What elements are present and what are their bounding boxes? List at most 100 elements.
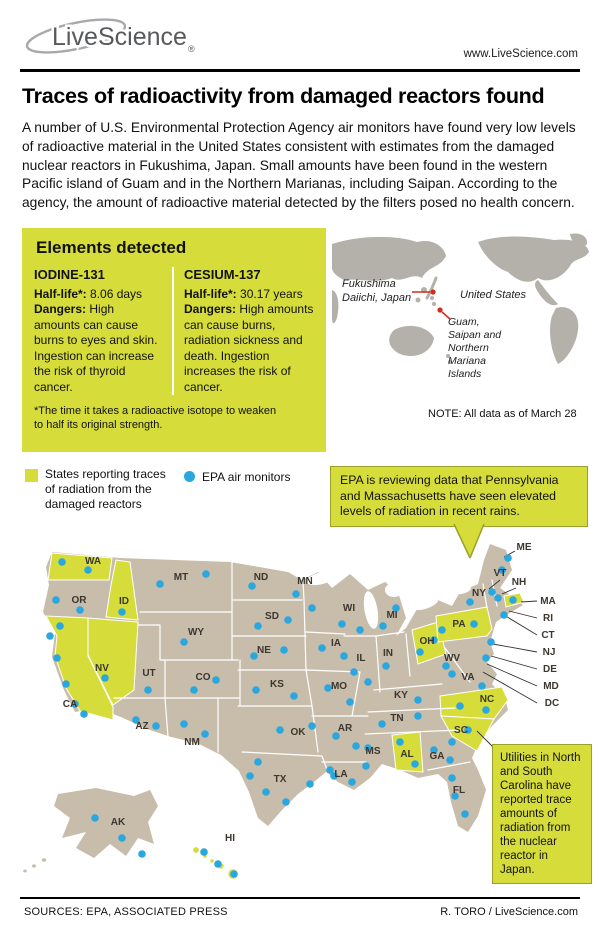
- half-life-footnote: *The time it takes a radioactive isotope…: [34, 405, 277, 431]
- cesium-name: CESIUM-137: [184, 267, 261, 282]
- epa-monitor-dot: [448, 738, 456, 746]
- state-label-AR: AR: [338, 723, 353, 734]
- iodine-dangers: Dangers: High amounts can cause burns to…: [34, 302, 162, 395]
- carolinas-callout-leader: [476, 730, 495, 749]
- iodine-dangers-label: Dangers:: [34, 302, 87, 316]
- state-label-PA: PA: [452, 619, 465, 630]
- island: [432, 302, 436, 306]
- epa-monitor-dot: [262, 788, 270, 796]
- state-label-CO: CO: [196, 672, 211, 683]
- state-label-AL: AL: [400, 749, 413, 760]
- epa-monitor-dot: [466, 598, 474, 606]
- epa-monitor-dot: [190, 686, 198, 694]
- epa-monitor-dot: [488, 588, 496, 596]
- epa-monitor-dot: [382, 662, 390, 670]
- cesium-dangers: Dangers: High amounts can cause burns, r…: [184, 302, 314, 395]
- cesium-half-life-label: Half-life*:: [184, 286, 237, 301]
- epa-monitor-dot: [101, 674, 109, 682]
- state-CA-shape: [45, 615, 114, 721]
- website-url[interactable]: www.LiveScience.com: [463, 48, 578, 60]
- island: [448, 360, 452, 364]
- epa-monitor-dot: [80, 710, 88, 718]
- epa-monitor-dot: [509, 596, 517, 604]
- epa-monitor-dot: [324, 684, 332, 692]
- legend-monitor-dot-icon: [184, 471, 195, 482]
- epa-monitor-dot: [456, 702, 464, 710]
- logo-graphic: Live Science ®: [25, 18, 195, 54]
- northeast-leader-lines: [476, 550, 538, 749]
- epa-monitor-dot: [330, 772, 338, 780]
- state-label-IA: IA: [331, 638, 341, 649]
- epa-monitor-dot: [379, 622, 387, 630]
- state-label-KS: KS: [270, 679, 284, 690]
- asia-landmass: [332, 236, 446, 281]
- epa-monitor-dot: [338, 620, 346, 628]
- state-label-MO: MO: [331, 681, 347, 692]
- epa-monitor-dot: [346, 698, 354, 706]
- united-states-label: United States: [460, 289, 527, 301]
- world-map: Fukushima Daiichi, Japan United States G…: [332, 232, 590, 398]
- callout-tail-shape: [454, 524, 484, 558]
- state-label-IL: IL: [357, 653, 366, 664]
- fukushima-label: Fukushima Daiichi, Japan: [342, 278, 412, 304]
- iodine-dangers-text: High amounts can cause burns to eyes and…: [34, 302, 158, 394]
- greenland-landmass: [570, 233, 588, 247]
- state-label-NC: NC: [480, 694, 494, 705]
- epa-monitor-dot: [308, 722, 316, 730]
- state-label-RI: RI: [543, 613, 553, 624]
- state-label-NH: NH: [512, 577, 526, 588]
- state-label-ME: ME: [517, 542, 532, 553]
- state-label-SD: SD: [265, 611, 279, 622]
- state-label-DE: DE: [543, 664, 557, 675]
- livescience-logo: Live Science ®: [16, 10, 236, 67]
- state-label-MD: MD: [543, 681, 559, 692]
- epa-monitor-dot: [362, 762, 370, 770]
- cesium-column: CESIUM-137 Half-life*: 30.17 years Dange…: [174, 267, 314, 395]
- state-label-WY: WY: [188, 627, 204, 638]
- epa-monitor-dot: [76, 606, 84, 614]
- epa-monitor-dot: [202, 570, 210, 578]
- state-label-MI: MI: [386, 610, 397, 621]
- state-label-OH: OH: [420, 636, 435, 647]
- state-label-VT: VT: [494, 568, 507, 579]
- state-label-GA: GA: [430, 751, 445, 762]
- legend-states-label: States reporting traces of radiation fro…: [45, 467, 166, 511]
- state-NC-shape: [439, 686, 509, 720]
- epa-monitor-dot: [356, 626, 364, 634]
- epa-monitor-dot: [252, 686, 260, 694]
- state-label-MA: MA: [540, 596, 556, 607]
- state-label-NJ: NJ: [543, 647, 556, 658]
- north-america-landmass: [478, 236, 589, 282]
- epa-monitor-dot: [487, 638, 495, 646]
- epa-monitor-dot: [504, 554, 512, 562]
- epa-monitor-dot: [284, 616, 292, 624]
- epa-monitor-dot: [392, 604, 400, 612]
- state-label-NY: NY: [472, 588, 486, 599]
- epa-monitor-dot: [58, 558, 66, 566]
- epa-monitor-dot: [464, 726, 472, 734]
- epa-monitor-dot: [201, 730, 209, 738]
- epa-monitor-dot: [144, 686, 152, 694]
- epa-monitor-dot: [352, 742, 360, 750]
- epa-monitor-dot: [53, 654, 61, 662]
- epa-monitor-dot: [318, 644, 326, 652]
- iodine-name: IODINE-131: [34, 267, 105, 282]
- state-label-MN: MN: [297, 576, 313, 587]
- epa-monitor-dot: [378, 720, 386, 728]
- state-label-MT: MT: [174, 572, 188, 583]
- epa-monitor-dot: [478, 682, 486, 690]
- iodine-half-life: Half-life*: 8.06 days: [34, 287, 162, 303]
- orbit-swoosh-icon: [25, 18, 127, 54]
- epa-monitor-dot: [46, 632, 54, 640]
- epa-monitor-dot: [56, 622, 64, 630]
- epa-monitor-dot: [292, 590, 300, 598]
- great-lakes: [306, 570, 471, 629]
- state-label-TN: TN: [390, 713, 403, 724]
- epa-monitor-dot: [118, 608, 126, 616]
- epa-monitor-dot: [306, 780, 314, 788]
- state-WA-shape: [47, 552, 113, 581]
- state-label-ND: ND: [254, 572, 268, 583]
- epa-monitor-dot: [414, 696, 422, 704]
- epa-monitor-dot: [430, 636, 438, 644]
- cesium-half-life: Half-life*: 30.17 years: [184, 287, 314, 303]
